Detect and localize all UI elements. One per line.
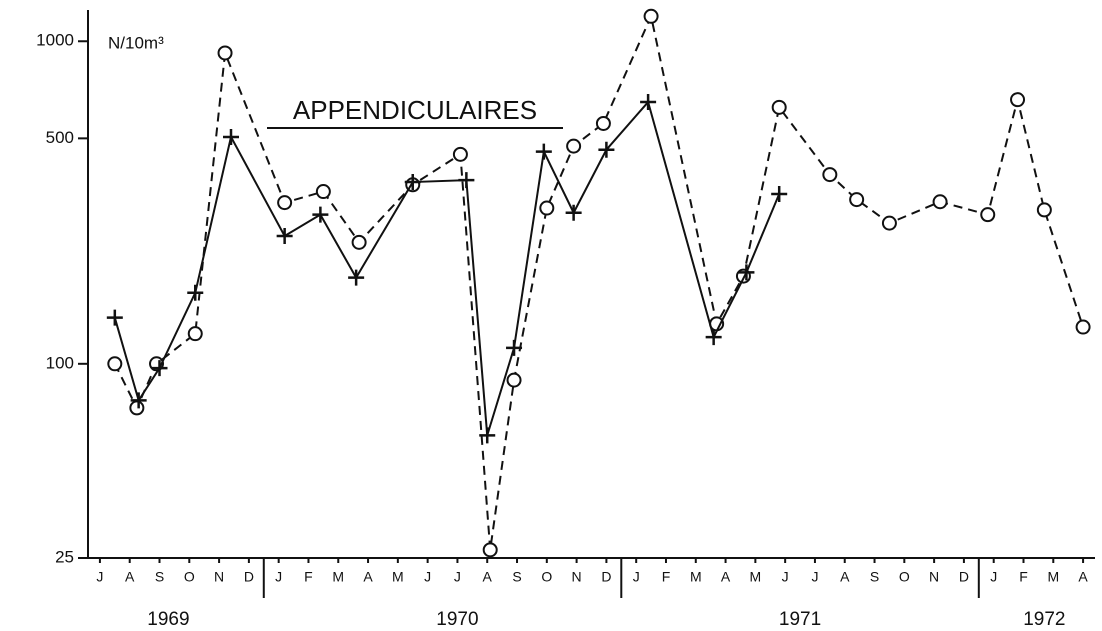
x-tick-label: J <box>424 569 431 585</box>
year-label: 1970 <box>436 609 478 630</box>
point <box>771 186 788 203</box>
x-tick-label: J <box>275 569 282 585</box>
point <box>932 194 948 210</box>
point <box>535 143 552 160</box>
x-tick-label: A <box>1078 569 1088 585</box>
point <box>506 372 522 388</box>
point <box>1075 319 1091 335</box>
point <box>738 264 755 281</box>
x-tick-label: O <box>184 569 195 585</box>
point <box>849 192 865 208</box>
point <box>217 45 233 61</box>
x-tick-label: M <box>750 569 762 585</box>
point <box>130 392 147 409</box>
point <box>482 542 498 558</box>
series-line <box>113 13 1085 550</box>
x-tick-label: J <box>990 569 997 585</box>
point <box>151 360 168 377</box>
point <box>452 146 468 162</box>
point <box>276 228 293 245</box>
point <box>187 284 204 301</box>
x-tick-label: S <box>512 569 521 585</box>
point <box>479 427 496 444</box>
point <box>565 204 582 221</box>
point <box>566 138 582 154</box>
year-label: 1972 <box>1023 609 1065 630</box>
point <box>771 99 787 115</box>
x-tick-label: J <box>454 569 461 585</box>
point <box>129 400 145 416</box>
point <box>404 174 421 191</box>
point <box>223 128 240 145</box>
point <box>277 195 293 211</box>
year-label: 1969 <box>147 609 189 630</box>
point <box>598 141 615 158</box>
x-tick-label: J <box>96 569 103 585</box>
x-tick-label: A <box>363 569 373 585</box>
x-tick-label: D <box>959 569 969 585</box>
point <box>506 339 523 356</box>
point <box>1010 92 1026 108</box>
point <box>107 356 123 372</box>
point <box>187 326 203 342</box>
x-tick-label: N <box>929 569 939 585</box>
x-tick-label: A <box>840 569 850 585</box>
y-axis-label: N/10m³ <box>108 33 164 52</box>
point <box>458 172 475 189</box>
x-tick-label: M <box>392 569 404 585</box>
x-tick-label: F <box>662 569 671 585</box>
point <box>315 184 331 200</box>
x-tick-label: O <box>541 569 552 585</box>
x-tick-label: N <box>572 569 582 585</box>
x-tick-label: S <box>155 569 164 585</box>
x-tick-label: F <box>304 569 313 585</box>
point <box>595 115 611 131</box>
series-line <box>113 99 781 436</box>
y-tick-label: 1000 <box>36 31 74 50</box>
x-tick-label: A <box>125 569 135 585</box>
x-tick-label: J <box>811 569 818 585</box>
x-tick-label: D <box>244 569 254 585</box>
point <box>348 269 365 286</box>
point <box>106 309 123 326</box>
x-tick-label: A <box>721 569 731 585</box>
y-tick-label: 100 <box>46 353 74 372</box>
point <box>351 234 367 250</box>
x-tick-label: J <box>633 569 640 585</box>
x-tick-label: M <box>690 569 702 585</box>
point <box>705 329 722 346</box>
point <box>881 215 897 231</box>
x-tick-label: M <box>332 569 344 585</box>
point <box>539 200 555 216</box>
point <box>312 206 329 223</box>
x-tick-label: J <box>782 569 789 585</box>
x-tick-label: M <box>1047 569 1059 585</box>
y-tick-label: 500 <box>46 128 74 147</box>
x-tick-label: A <box>483 569 493 585</box>
x-tick-label: S <box>870 569 879 585</box>
x-tick-label: F <box>1019 569 1028 585</box>
x-tick-label: N <box>214 569 224 585</box>
x-tick-label: O <box>899 569 910 585</box>
x-tick-label: D <box>601 569 611 585</box>
y-tick-label: 25 <box>55 547 74 566</box>
point <box>640 94 657 111</box>
year-label: 1971 <box>779 609 821 630</box>
point <box>980 207 996 223</box>
chart-title: APPENDICULAIRES <box>293 95 537 125</box>
point <box>822 167 838 183</box>
point <box>1036 202 1052 218</box>
point <box>643 8 659 24</box>
